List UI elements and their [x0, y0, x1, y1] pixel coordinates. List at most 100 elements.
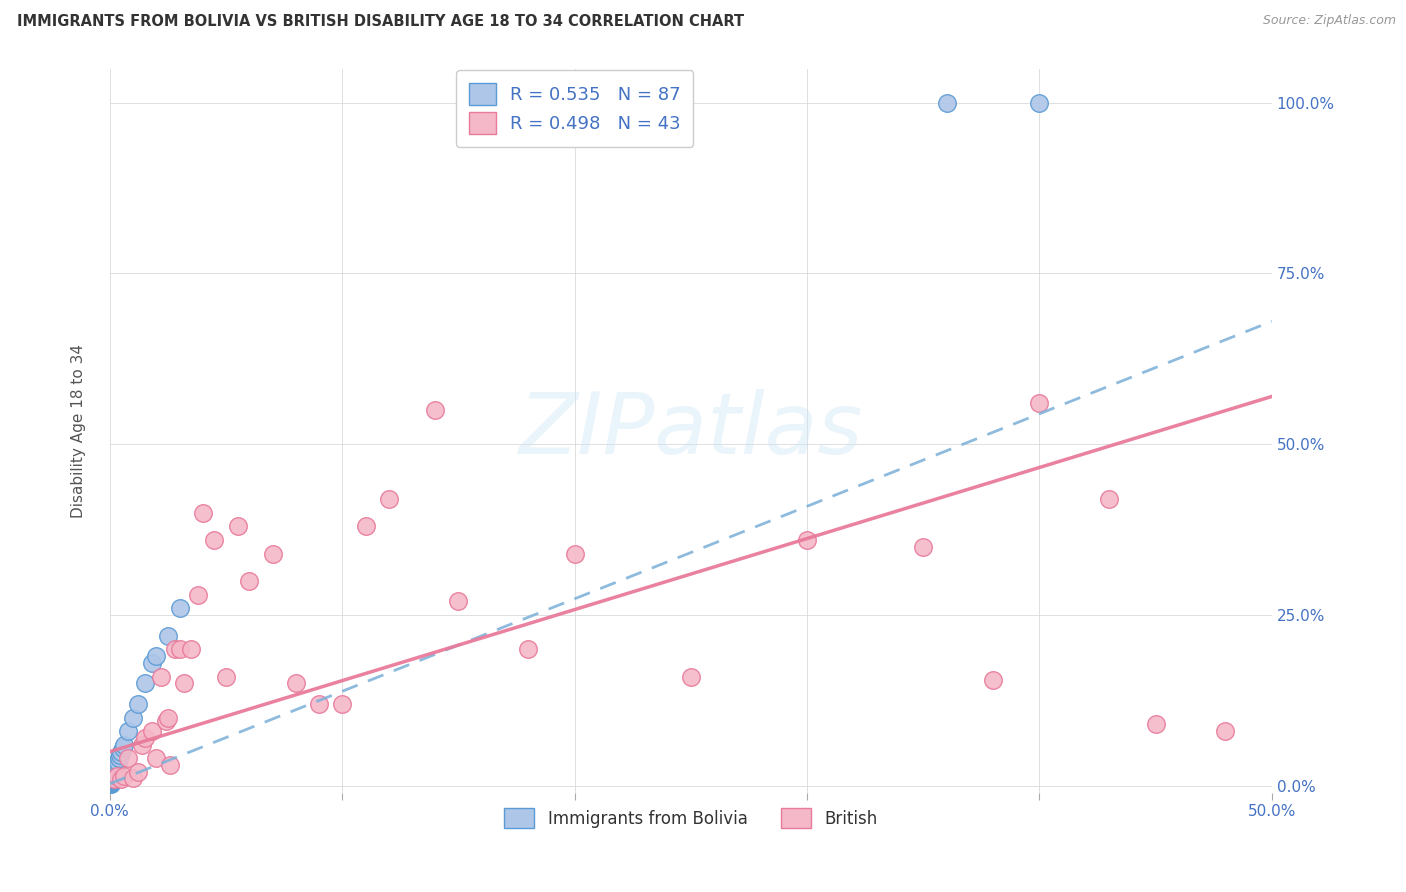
Point — [1028, 396, 1050, 410]
Point — [100, 775, 122, 789]
Point — [101, 767, 124, 781]
Point — [100, 776, 122, 790]
Point — [103, 764, 125, 778]
Point — [104, 761, 127, 775]
Point — [100, 773, 122, 788]
Point — [101, 769, 124, 783]
Point — [226, 519, 249, 533]
Point — [1028, 95, 1050, 110]
Text: Source: ZipAtlas.com: Source: ZipAtlas.com — [1263, 14, 1396, 28]
Point — [100, 772, 122, 786]
Point — [100, 774, 122, 789]
Point — [100, 774, 122, 789]
Point — [377, 491, 399, 506]
Y-axis label: Disability Age 18 to 34: Disability Age 18 to 34 — [72, 343, 86, 517]
Point — [100, 776, 122, 790]
Point — [104, 762, 127, 776]
Point — [105, 760, 128, 774]
Point — [104, 763, 127, 777]
Point — [155, 714, 177, 728]
Point — [204, 533, 226, 547]
Point — [122, 771, 145, 785]
Point — [101, 767, 124, 781]
Point — [141, 656, 163, 670]
Point — [103, 772, 125, 786]
Point — [100, 774, 122, 789]
Point — [191, 506, 214, 520]
Point — [103, 768, 125, 782]
Point — [169, 601, 191, 615]
Point — [679, 669, 702, 683]
Point — [447, 594, 470, 608]
Point — [100, 772, 122, 786]
Point — [100, 773, 122, 788]
Point — [981, 673, 1004, 687]
Point — [100, 774, 122, 789]
Legend: Immigrants from Bolivia, British: Immigrants from Bolivia, British — [498, 801, 884, 835]
Point — [100, 772, 122, 787]
Point — [100, 772, 122, 786]
Point — [112, 768, 135, 782]
Point — [105, 760, 128, 774]
Point — [101, 772, 124, 786]
Point — [100, 772, 122, 787]
Point — [103, 764, 125, 778]
Point — [100, 774, 122, 789]
Point — [100, 769, 122, 783]
Point — [110, 772, 132, 786]
Point — [103, 768, 125, 782]
Point — [101, 772, 124, 786]
Point — [156, 628, 179, 642]
Point — [163, 642, 186, 657]
Point — [100, 776, 122, 790]
Point — [1144, 717, 1167, 731]
Point — [330, 697, 353, 711]
Point — [117, 724, 139, 739]
Point — [238, 574, 260, 588]
Point — [101, 771, 124, 785]
Point — [100, 775, 122, 789]
Point — [100, 773, 122, 788]
Point — [100, 771, 122, 785]
Point — [104, 764, 127, 779]
Point — [262, 547, 284, 561]
Point — [100, 772, 122, 787]
Point — [187, 588, 209, 602]
Point — [1215, 724, 1237, 739]
Point — [101, 765, 124, 780]
Point — [112, 738, 135, 752]
Point — [100, 777, 122, 791]
Point — [169, 642, 191, 657]
Point — [101, 768, 124, 782]
Point — [101, 765, 124, 780]
Point — [564, 547, 586, 561]
Point — [145, 751, 167, 765]
Point — [100, 772, 122, 787]
Point — [354, 519, 377, 533]
Point — [103, 767, 125, 781]
Point — [117, 751, 139, 765]
Point — [101, 765, 124, 780]
Point — [145, 648, 167, 663]
Point — [308, 697, 330, 711]
Point — [100, 775, 122, 789]
Point — [127, 697, 149, 711]
Point — [100, 772, 122, 786]
Point — [100, 773, 122, 788]
Point — [105, 768, 128, 782]
Point — [100, 770, 122, 784]
Point — [101, 768, 124, 782]
Point — [100, 771, 122, 785]
Point — [100, 772, 122, 786]
Point — [103, 766, 125, 780]
Point — [156, 710, 179, 724]
Point — [159, 758, 181, 772]
Point — [101, 769, 124, 783]
Point — [100, 770, 122, 784]
Text: ZIPatlas: ZIPatlas — [519, 389, 863, 472]
Point — [149, 669, 172, 683]
Point — [110, 745, 132, 759]
Point — [110, 748, 132, 763]
Point — [100, 774, 122, 789]
Point — [105, 758, 128, 772]
